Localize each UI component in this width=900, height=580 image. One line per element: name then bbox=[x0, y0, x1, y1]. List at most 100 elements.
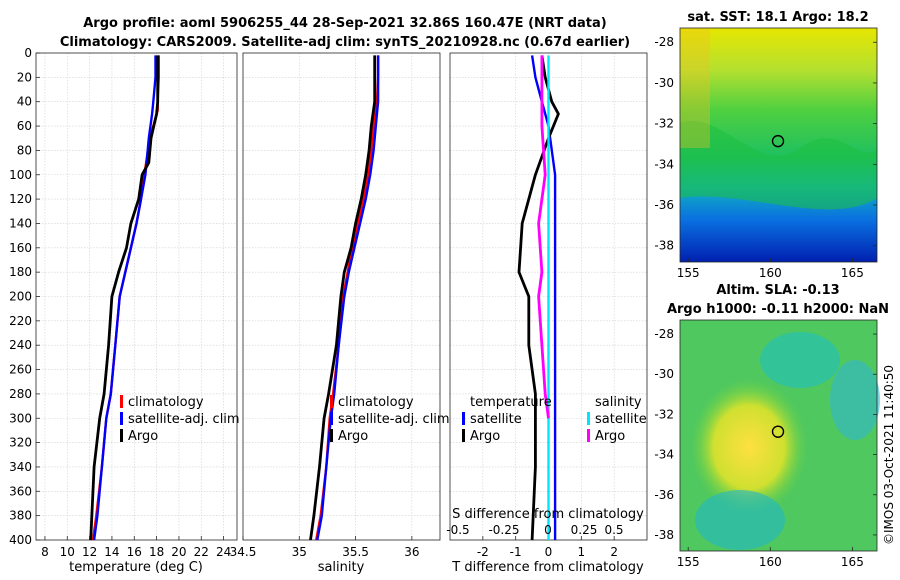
x-tick-label: 12 bbox=[82, 545, 97, 559]
series-line-satellite-adj-clim bbox=[316, 55, 380, 541]
x-tick-label: 34.5 bbox=[230, 545, 257, 559]
series-line-t-argo bbox=[517, 55, 560, 541]
y-tick-label: 260 bbox=[9, 363, 32, 377]
y-tick-label: 240 bbox=[9, 338, 32, 352]
y-tick-label: 80 bbox=[17, 143, 32, 157]
map-x-tick-label: 165 bbox=[841, 266, 864, 280]
temperature-axis-label: temperature (deg C) bbox=[69, 560, 203, 575]
y-tick-label: 220 bbox=[9, 314, 32, 328]
y-tick-label: 380 bbox=[9, 509, 32, 523]
y-tick-label: 120 bbox=[9, 192, 32, 206]
y-tick-label: 300 bbox=[9, 411, 32, 425]
map-x-tick-label: 155 bbox=[677, 555, 700, 569]
sla-map-title-line1: Altim. SLA: -0.13 bbox=[716, 283, 839, 298]
x-tick-label: 20 bbox=[171, 545, 186, 559]
x-tick-label: 2 bbox=[610, 545, 618, 559]
series-line-satellite-adj-clim bbox=[92, 55, 157, 541]
x-tick-label: 35.5 bbox=[342, 545, 369, 559]
legend-swatch-argo bbox=[120, 429, 123, 442]
s-tick-label: -0.5 bbox=[446, 523, 469, 537]
y-tick-label: 40 bbox=[17, 95, 32, 109]
difference-profile-panel: -2 -1 0 1 2 bbox=[449, 52, 648, 559]
temperature-legend: climatology satellite-adj. clim Argo bbox=[120, 395, 240, 444]
x-tick-label: 24 bbox=[216, 545, 231, 559]
sla-low-eddy bbox=[830, 360, 880, 440]
y-tick-label: 360 bbox=[9, 484, 32, 498]
sst-warm-tongue bbox=[680, 120, 877, 210]
x-tick-label: 10 bbox=[60, 545, 75, 559]
legend-label-argo: Argo bbox=[338, 429, 368, 444]
map-y-tick-label: -38 bbox=[654, 239, 674, 253]
legend-label-climatology: climatology bbox=[338, 395, 414, 410]
x-tick-label: -2 bbox=[477, 545, 489, 559]
x-tick-label: 16 bbox=[127, 545, 142, 559]
sla-low-eddy bbox=[695, 490, 785, 550]
x-tick-label: 1 bbox=[578, 545, 586, 559]
figure-title-line1: Argo profile: aoml 5906255_44 28-Sep-202… bbox=[83, 16, 607, 31]
series-line-argo bbox=[89, 55, 160, 541]
t-difference-axis-label: T difference from climatology bbox=[451, 560, 644, 575]
map-y-tick-label: -38 bbox=[654, 528, 674, 542]
salinity-axis-label: salinity bbox=[318, 560, 365, 575]
map-x-tick-label: 160 bbox=[759, 555, 782, 569]
salinity-legend: climatology satellite-adj. clim Argo bbox=[330, 395, 450, 444]
y-tick-label: 180 bbox=[9, 265, 32, 279]
legend-header-salinity: salinity bbox=[595, 395, 642, 410]
axes-frame bbox=[242, 52, 441, 541]
legend-swatch-satellite-adj bbox=[120, 412, 123, 425]
sla-map-title-line2: Argo h1000: -0.11 h2000: NaN bbox=[667, 302, 889, 317]
legend-swatch-climatology bbox=[120, 395, 123, 408]
map-y-tick-label: -28 bbox=[654, 327, 674, 341]
map-x-tick-label: 155 bbox=[677, 266, 700, 280]
y-tick-label: 100 bbox=[9, 168, 32, 182]
y-tick-label: 0 bbox=[24, 46, 32, 60]
y-tick-label: 160 bbox=[9, 241, 32, 255]
y-tick-label: 320 bbox=[9, 436, 32, 450]
imos-credit: ©IMOS 03-Oct-2021 11:40:50 bbox=[882, 365, 896, 545]
legend-swatch-t-argo bbox=[462, 429, 465, 442]
legend-label-climatology: climatology bbox=[128, 395, 204, 410]
legend-label-satellite-adj: satellite-adj. clim bbox=[338, 412, 450, 427]
y-tick-label: 20 bbox=[17, 70, 32, 84]
map-y-tick-label: -34 bbox=[654, 157, 674, 171]
argo-position-marker bbox=[771, 134, 785, 148]
y-tick-label: 200 bbox=[9, 290, 32, 304]
legend-label-s-argo: Argo bbox=[595, 429, 625, 444]
x-tick-label: 8 bbox=[41, 545, 49, 559]
sst-map-title: sat. SST: 18.1 Argo: 18.2 bbox=[687, 10, 868, 25]
sst-warm-patch bbox=[680, 28, 710, 148]
x-tick-label: 18 bbox=[149, 545, 164, 559]
temperature-profile-panel: 0 20 40 60 80 100 120 140 160 180 200 220 240 260 280 3… bbox=[9, 46, 238, 559]
legend-swatch-s-argo bbox=[587, 429, 590, 442]
map-frame bbox=[679, 319, 878, 552]
map-y-tick-label: -28 bbox=[654, 35, 674, 49]
map-y-tick-label: -34 bbox=[654, 448, 674, 462]
s-tick-label: 0.25 bbox=[571, 523, 598, 537]
legend-label-t-satellite: satellite bbox=[470, 412, 522, 427]
salinity-difference-axis-labels: S difference from climatology -0.5 -0.25… bbox=[446, 507, 644, 537]
axes-frame bbox=[35, 52, 238, 541]
y-tick-label: 140 bbox=[9, 216, 32, 230]
legend-swatch-s-satellite bbox=[587, 412, 590, 425]
legend-label-t-argo: Argo bbox=[470, 429, 500, 444]
x-tick-label: 14 bbox=[104, 545, 119, 559]
sst-map: 155 160 165 -28 -30 -32 -34 -36 -38 bbox=[654, 27, 878, 280]
series-line-argo bbox=[309, 55, 377, 541]
map-y-tick-label: -30 bbox=[654, 76, 674, 90]
map-x-tick-label: 160 bbox=[759, 266, 782, 280]
x-tick-label: 0 bbox=[545, 545, 553, 559]
map-x-tick-label: 165 bbox=[841, 555, 864, 569]
legend-header-temperature: temperature bbox=[470, 395, 552, 410]
legend-swatch-satellite-adj bbox=[330, 412, 333, 425]
legend-swatch-argo bbox=[330, 429, 333, 442]
y-tick-label: 340 bbox=[9, 460, 32, 474]
sla-map: 155 160 165 -28 -30 -32 -34 -36 -38 bbox=[654, 319, 880, 569]
sla-low-eddy bbox=[760, 332, 840, 388]
figure-title-line2: Climatology: CARS2009. Satellite-adj cli… bbox=[60, 35, 630, 50]
map-y-tick-label: -32 bbox=[654, 407, 674, 421]
map-frame bbox=[679, 27, 878, 263]
x-tick-label: -1 bbox=[510, 545, 522, 559]
map-y-tick-label: -32 bbox=[654, 117, 674, 131]
y-tick-label: 60 bbox=[17, 119, 32, 133]
